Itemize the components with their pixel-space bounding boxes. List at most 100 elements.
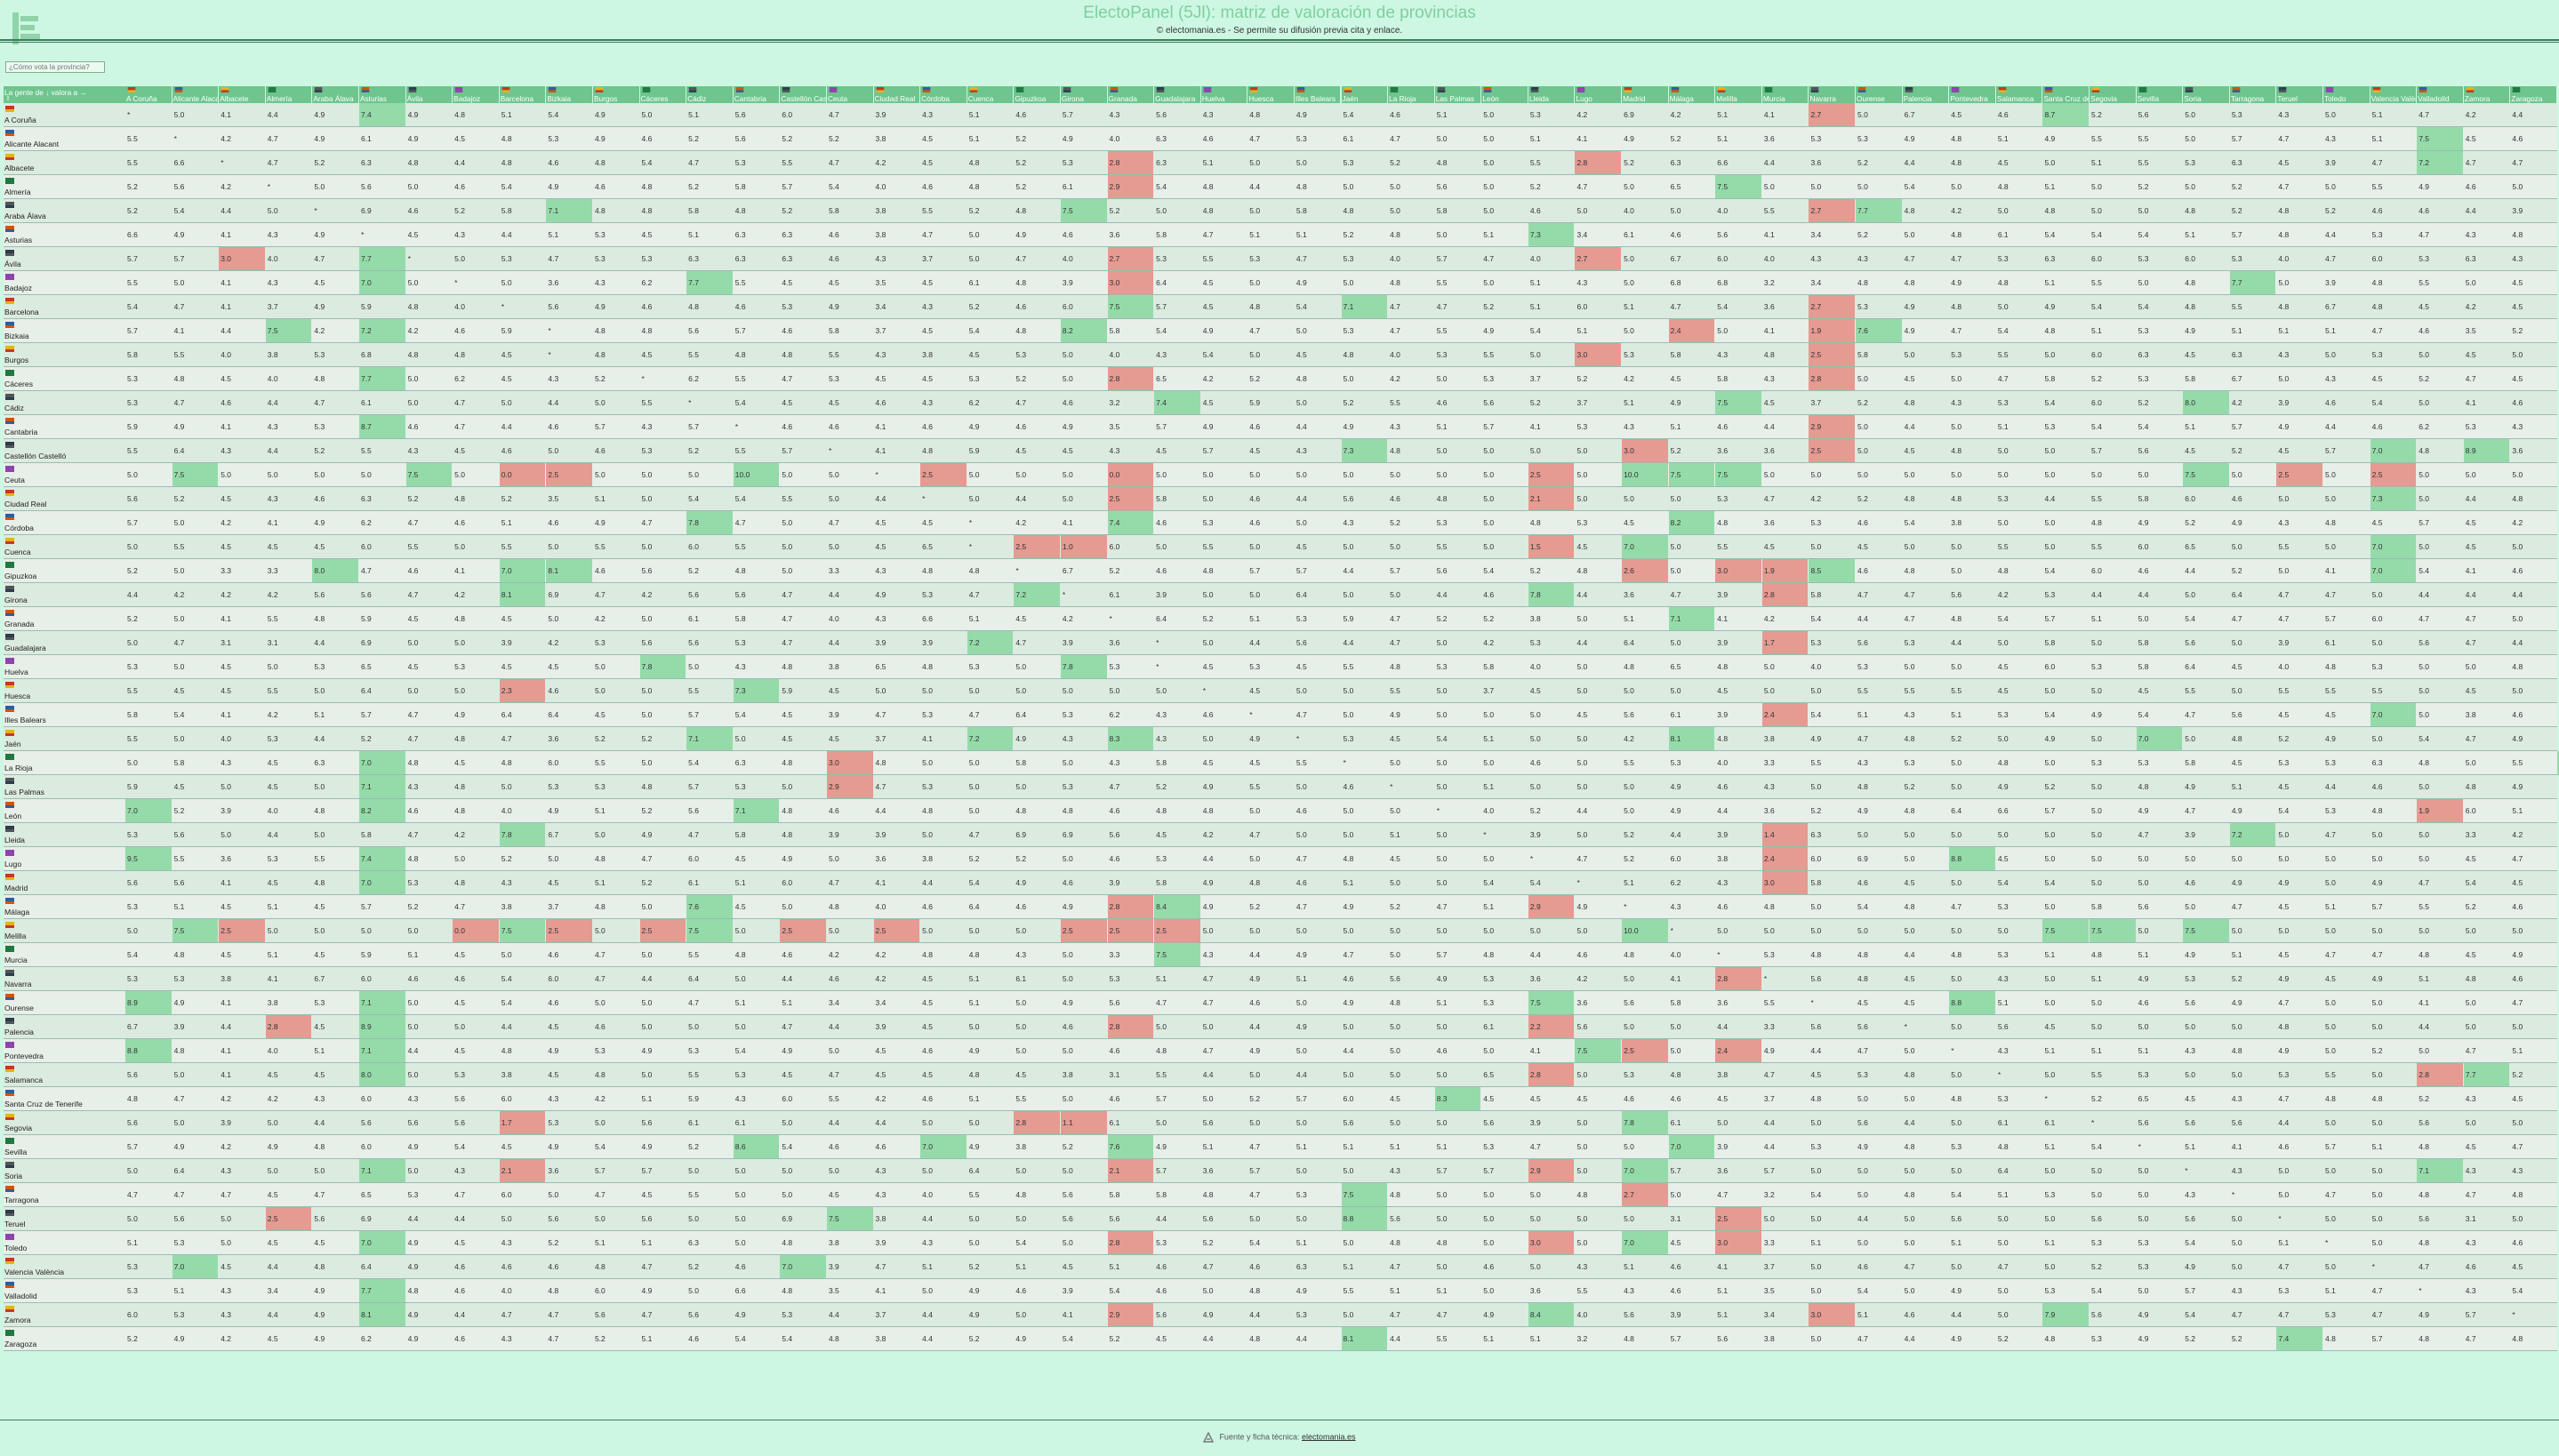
- column-header[interactable]: Bizkaia: [546, 86, 592, 103]
- column-header[interactable]: Albacete: [219, 86, 265, 103]
- row-header[interactable]: Valencia València: [4, 1255, 125, 1279]
- column-header[interactable]: Pontevedra: [1949, 86, 1995, 103]
- column-header[interactable]: Granada: [1107, 86, 1154, 103]
- row-header[interactable]: Almería: [4, 175, 125, 199]
- row-header[interactable]: Araba Álava: [4, 199, 125, 223]
- row-header[interactable]: Granada: [4, 607, 125, 631]
- row-header[interactable]: Huesca: [4, 679, 125, 703]
- row-header[interactable]: Valladolid: [4, 1279, 125, 1303]
- column-header[interactable]: Madrid: [1622, 86, 1668, 103]
- column-header[interactable]: Gipuzkoa: [1014, 86, 1060, 103]
- row-header[interactable]: A Coruña: [4, 103, 125, 127]
- column-header[interactable]: Segovia: [2090, 86, 2136, 103]
- row-header[interactable]: Zamora: [4, 1303, 125, 1327]
- row-header[interactable]: Gipuzkoa: [4, 559, 125, 583]
- column-header[interactable]: Valencia València: [2370, 86, 2417, 103]
- column-header[interactable]: Valladolid: [2417, 86, 2463, 103]
- column-header[interactable]: Almería: [265, 86, 312, 103]
- column-header[interactable]: Ourense: [1856, 86, 1902, 103]
- row-header[interactable]: Girona: [4, 583, 125, 607]
- row-header[interactable]: Cantabria: [4, 415, 125, 439]
- search-input[interactable]: [5, 61, 105, 73]
- row-header[interactable]: Las Palmas: [4, 775, 125, 799]
- row-header[interactable]: Barcelona: [4, 295, 125, 319]
- row-header[interactable]: Zaragoza: [4, 1327, 125, 1351]
- column-header[interactable]: Córdoba: [920, 86, 967, 103]
- row-header[interactable]: Asturias: [4, 223, 125, 247]
- row-header[interactable]: Cuenca: [4, 535, 125, 559]
- row-header[interactable]: Santa Cruz de Tenerife: [4, 1087, 125, 1111]
- column-header[interactable]: Zamora: [2463, 86, 2510, 103]
- column-header[interactable]: Alicante Alacant: [172, 86, 219, 103]
- column-header[interactable]: Barcelona: [499, 86, 546, 103]
- row-header[interactable]: Alicante Alacant: [4, 127, 125, 151]
- row-header[interactable]: Madrid: [4, 871, 125, 895]
- row-header[interactable]: Pontevedra: [4, 1039, 125, 1063]
- row-header[interactable]: Tarragona: [4, 1183, 125, 1207]
- column-header[interactable]: Navarra: [1809, 86, 1856, 103]
- row-header[interactable]: Melilla: [4, 919, 125, 943]
- row-header[interactable]: Ourense: [4, 991, 125, 1015]
- column-header[interactable]: Badajoz: [453, 86, 499, 103]
- column-header[interactable]: Sevilla: [2136, 86, 2183, 103]
- row-header[interactable]: Jaén: [4, 727, 125, 751]
- row-header[interactable]: Ciudad Real: [4, 487, 125, 511]
- column-header[interactable]: Araba Álava: [312, 86, 358, 103]
- row-header[interactable]: Salamanca: [4, 1063, 125, 1087]
- column-header[interactable]: Castellón Castelló: [780, 86, 826, 103]
- column-header[interactable]: Málaga: [1668, 86, 1715, 103]
- corner-header[interactable]: La gente de ↓ valora a → ⇩: [4, 86, 125, 103]
- column-header[interactable]: Ávila: [405, 86, 453, 103]
- row-header[interactable]: Huelva: [4, 655, 125, 679]
- column-header[interactable]: Murcia: [1761, 86, 1809, 103]
- footer-link[interactable]: electomania.es: [1302, 1432, 1356, 1442]
- column-header[interactable]: Santa Cruz de Tenerife: [2042, 86, 2090, 103]
- row-header[interactable]: Palencia: [4, 1015, 125, 1039]
- column-header[interactable]: Soria: [2183, 86, 2229, 103]
- column-header[interactable]: Jaén: [1341, 86, 1388, 103]
- row-header[interactable]: Bizkaia: [4, 319, 125, 343]
- row-header[interactable]: Castellón Castelló: [4, 439, 125, 463]
- column-header[interactable]: Huelva: [1200, 86, 1247, 103]
- row-header[interactable]: León: [4, 799, 125, 823]
- row-header[interactable]: Sevilla: [4, 1135, 125, 1159]
- column-header[interactable]: Illes Balears: [1294, 86, 1341, 103]
- row-header[interactable]: Cádiz: [4, 391, 125, 415]
- column-header[interactable]: Salamanca: [1995, 86, 2042, 103]
- row-header[interactable]: Badajoz: [4, 271, 125, 295]
- column-header[interactable]: A Coruña: [125, 86, 172, 103]
- column-header[interactable]: Burgos: [592, 86, 639, 103]
- row-header[interactable]: Lleida: [4, 823, 125, 847]
- column-header[interactable]: Huesca: [1247, 86, 1294, 103]
- column-header[interactable]: Melilla: [1715, 86, 1761, 103]
- column-header[interactable]: Guadalajara: [1154, 86, 1200, 103]
- row-header[interactable]: Teruel: [4, 1207, 125, 1231]
- column-header[interactable]: Las Palmas: [1434, 86, 1481, 103]
- row-header[interactable]: Lugo: [4, 847, 125, 871]
- column-header[interactable]: Teruel: [2276, 86, 2323, 103]
- row-header[interactable]: Toledo: [4, 1231, 125, 1255]
- row-header[interactable]: Murcia: [4, 943, 125, 967]
- row-header[interactable]: La Rioja: [4, 751, 125, 775]
- column-header[interactable]: Lleida: [1528, 86, 1575, 103]
- column-header[interactable]: Tarragona: [2229, 86, 2276, 103]
- column-header[interactable]: Palencia: [1902, 86, 1949, 103]
- column-header[interactable]: Toledo: [2323, 86, 2370, 103]
- row-header[interactable]: Guadalajara: [4, 631, 125, 655]
- column-header[interactable]: León: [1481, 86, 1528, 103]
- row-header[interactable]: Illes Balears: [4, 703, 125, 727]
- column-header[interactable]: Girona: [1060, 86, 1107, 103]
- column-header[interactable]: Cáceres: [639, 86, 686, 103]
- row-header[interactable]: Navarra: [4, 967, 125, 991]
- row-header[interactable]: Segovia: [4, 1111, 125, 1135]
- row-header[interactable]: Córdoba: [4, 511, 125, 535]
- column-header[interactable]: Asturias: [358, 86, 405, 103]
- column-header[interactable]: Cuenca: [967, 86, 1014, 103]
- column-header[interactable]: Cantabria: [733, 86, 780, 103]
- row-header[interactable]: Soria: [4, 1159, 125, 1183]
- row-header[interactable]: Ávila: [4, 247, 125, 271]
- column-header[interactable]: Zaragoza: [2510, 86, 2556, 103]
- column-header[interactable]: Lugo: [1575, 86, 1622, 103]
- row-header[interactable]: Cáceres: [4, 367, 125, 391]
- column-header[interactable]: La Rioja: [1388, 86, 1434, 103]
